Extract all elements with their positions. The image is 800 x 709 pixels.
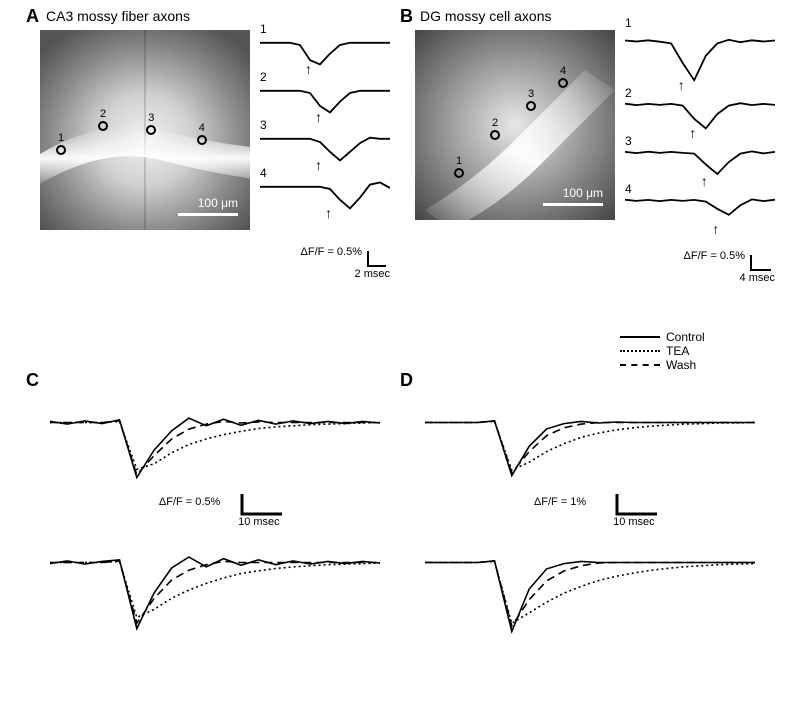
- calibration-t-label: 10 msec: [238, 516, 280, 528]
- calibration-t-label: 4 msec: [740, 272, 775, 284]
- trace-row: 4↑: [625, 186, 775, 234]
- roi-label: 2: [492, 117, 498, 129]
- figure-root: A CA3 mossy fiber axons 1 2 3 4 100 μm: [0, 0, 800, 709]
- legend-label: Wash: [666, 358, 696, 372]
- roi-label: 2: [100, 108, 106, 120]
- calibration-df-label: ΔF/F = 0.5%: [159, 496, 220, 508]
- panel-label-a: A: [26, 6, 39, 27]
- trace-row: 2↑: [260, 74, 390, 122]
- panel-label-d: D: [400, 370, 413, 391]
- legend-item: Wash: [620, 358, 705, 372]
- trace-index: 2: [260, 70, 267, 84]
- legend-item: TEA: [620, 344, 705, 358]
- legend-swatch: [620, 364, 660, 366]
- trace-row: 4↑: [260, 170, 390, 218]
- overlay-trace: ΔF/F = 1%10 msec: [425, 390, 755, 520]
- trace-index: 3: [625, 134, 632, 148]
- legend-item: Control: [620, 330, 705, 344]
- trace-index: 1: [260, 22, 267, 36]
- roi-circle: [454, 168, 464, 178]
- traces-d: ΔF/F = 1% 10 msec: [425, 390, 755, 690]
- traces-b: 1↑2↑3↑4↑ΔF/F = 0.5%4 msec: [625, 20, 775, 280]
- panel-title-a: CA3 mossy fiber axons: [46, 8, 190, 24]
- scale-bar: [543, 203, 603, 206]
- panel-label-b: B: [400, 6, 413, 27]
- micrograph-b: 1 2 3 4 100 μm: [415, 30, 615, 220]
- roi-label: 3: [148, 112, 154, 124]
- panel-label-c: C: [26, 370, 39, 391]
- trace-row: 3↑: [260, 122, 390, 170]
- roi-label: 1: [58, 132, 64, 144]
- stimulus-arrow-icon: ↑: [712, 222, 719, 236]
- roi-circle: [197, 135, 207, 145]
- trace-row: 1↑: [260, 26, 390, 74]
- scale-bar: [178, 213, 238, 216]
- calibration-df-label: ΔF/F = 0.5%: [684, 250, 745, 262]
- roi-label: 4: [199, 122, 205, 134]
- stimulus-arrow-icon: ↑: [325, 206, 332, 220]
- legend: ControlTEAWash: [620, 330, 705, 372]
- legend-label: TEA: [666, 344, 689, 358]
- calibration-df-label: ΔF/F = 1%: [534, 496, 586, 508]
- scale-bar-label: 100 μm: [563, 186, 603, 200]
- roi-circle: [98, 121, 108, 131]
- trace-row: 2↑: [625, 90, 775, 138]
- roi-circle: [490, 130, 500, 140]
- calibration-t-label: 2 msec: [355, 268, 390, 280]
- trace-index: 3: [260, 118, 267, 132]
- calibration-df-label: ΔF/F = 0.5%: [301, 246, 362, 258]
- roi-label: 4: [560, 65, 566, 77]
- trace-row: 3↑: [625, 138, 775, 186]
- calibration-t-label: 10 msec: [613, 516, 655, 528]
- overlay-trace: [50, 530, 380, 660]
- micrograph-a: 1 2 3 4 100 μm: [40, 30, 250, 230]
- roi-label: 3: [528, 88, 534, 100]
- trace-row: 1↑: [625, 20, 775, 90]
- trace-index: 4: [260, 166, 267, 180]
- legend-swatch: [620, 336, 660, 338]
- legend-label: Control: [666, 330, 705, 344]
- scale-bar-label: 100 μm: [198, 196, 238, 210]
- legend-swatch: [620, 350, 660, 352]
- trace-index: 4: [625, 182, 632, 196]
- traces-a: 1↑2↑3↑4↑ΔF/F = 0.5%2 msec: [260, 26, 390, 276]
- traces-c: ΔF/F = 0.5% 10 msec: [50, 390, 380, 690]
- roi-circle: [526, 101, 536, 111]
- overlay-trace: ΔF/F = 0.5%10 msec: [50, 390, 380, 520]
- trace-index: 2: [625, 86, 632, 100]
- roi-label: 1: [456, 155, 462, 167]
- overlay-trace: [425, 530, 755, 660]
- roi-circle: [56, 145, 66, 155]
- panel-title-b: DG mossy cell axons: [420, 8, 551, 24]
- trace-index: 1: [625, 16, 632, 30]
